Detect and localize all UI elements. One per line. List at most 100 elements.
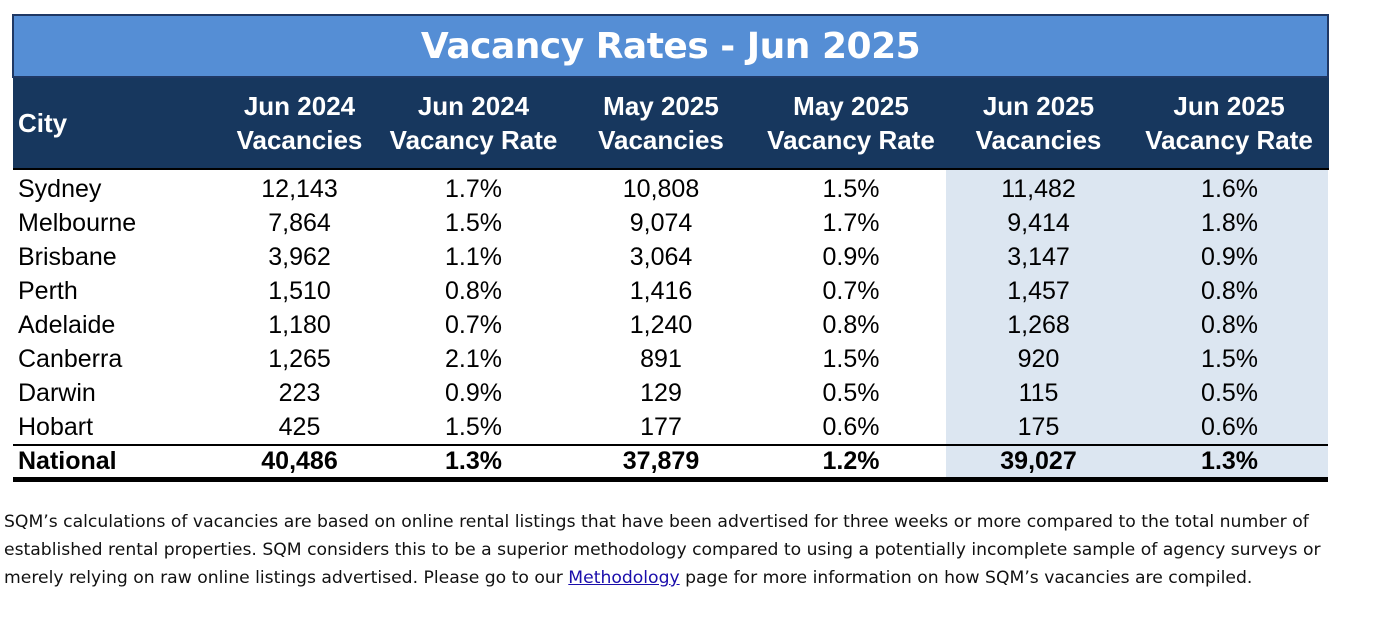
table-row: Brisbane 3,962 1.1% 3,064 0.9% 3,147 0.9% (13, 240, 1329, 274)
city-name-cell: Darwin (18, 379, 96, 407)
value-cell: 1.5% (445, 413, 502, 441)
note-text-before-link: SQM’s calculations of vacancies are base… (4, 512, 1321, 588)
value-cell: 177 (640, 413, 682, 441)
total-value-cell: 37,879 (566, 444, 756, 482)
value-cell: 1,416 (629, 277, 693, 305)
value-cell: 0.6% (822, 413, 880, 441)
value-cell: 175 (946, 410, 1131, 445)
value-cell: 1.5% (822, 175, 880, 203)
value-cell: 1.5% (822, 345, 880, 373)
table-row: Melbourne 7,864 1.5% 9,074 1.7% 9,414 1.8% (13, 206, 1329, 240)
column-header-line: Jun 2025 (982, 91, 1095, 121)
value-cell: 425 (278, 413, 321, 441)
value-cell: 3,064 (629, 243, 693, 271)
total-value-cell: 1.3% (1131, 444, 1329, 482)
city-name-cell: Melbourne (18, 209, 137, 237)
city-name-cell: Brisbane (18, 243, 117, 271)
value-cell: 0.8% (1131, 274, 1329, 308)
value-cell: 1,457 (946, 274, 1131, 308)
value-cell: 0.9% (1131, 240, 1329, 274)
value-cell: 0.8% (1131, 308, 1329, 342)
value-cell: 0.8% (822, 311, 880, 339)
total-label-cell: National (13, 444, 218, 482)
value-cell: 3,962 (268, 243, 331, 271)
national-total-row: National 40,486 1.3% 37,879 1.2% 39,027 1.3% (13, 444, 1329, 482)
methodology-link[interactable]: Methodology (568, 568, 680, 588)
value-cell: 0.7% (445, 311, 502, 339)
table-row: Hobart 425 1.5% 177 0.6% 175 0.6% (13, 410, 1329, 445)
city-name-cell: Hobart (18, 413, 94, 441)
value-cell: 1.8% (1131, 206, 1329, 240)
table-row: Darwin 223 0.9% 129 0.5% 115 0.5% (13, 376, 1329, 410)
column-header-row: City Jun 2024 Vacancies Jun 2024 Vacancy Rat… (13, 77, 1330, 170)
value-cell: 0.5% (822, 379, 880, 407)
column-header-line: Vacancy Rate (1145, 125, 1313, 155)
city-name-cell: Adelaide (18, 311, 116, 339)
column-header-line: Vacancies (598, 125, 724, 155)
methodology-note: SQM’s calculations of vacancies are base… (4, 508, 1364, 592)
value-cell: 11,482 (946, 169, 1131, 206)
value-cell: 1.5% (1131, 342, 1329, 376)
value-cell: 0.5% (1131, 376, 1329, 410)
value-cell: 115 (946, 376, 1131, 410)
city-name-cell: Sydney (18, 175, 102, 203)
column-header-6: Jun 2025 Vacancy Rate (1131, 77, 1330, 170)
column-header-line: Jun 2024 (417, 91, 530, 121)
column-header-line: May 2025 (603, 91, 719, 121)
value-cell: 1.7% (822, 209, 880, 237)
value-cell: 891 (640, 345, 682, 373)
value-cell: 1,268 (946, 308, 1131, 342)
total-value-cell: 1.2% (756, 444, 946, 482)
value-cell: 1,180 (268, 311, 331, 339)
value-cell: 12,143 (261, 175, 338, 203)
table-row: Sydney 12,143 1.7% 10,808 1.5% 11,482 1.6% (13, 169, 1329, 206)
value-cell: 920 (946, 342, 1131, 376)
column-header-line: Vacancies (236, 125, 363, 155)
value-cell: 1,510 (268, 277, 331, 305)
city-name-cell: Perth (18, 277, 78, 305)
city-name-cell: Canberra (18, 345, 123, 373)
column-header-line: Jun 2025 (1173, 91, 1285, 121)
table-row: Canberra 1,265 2.1% 891 1.5% 920 1.5% (13, 342, 1329, 376)
value-cell: 1.5% (445, 209, 502, 237)
column-header-5: Jun 2025 Vacancies (946, 77, 1131, 170)
table-title: Vacancy Rates - Jun 2025 (11, 14, 1330, 78)
value-cell: 9,074 (629, 209, 693, 237)
value-cell: 10,808 (622, 175, 700, 203)
column-header-1: Jun 2024 Vacancies (218, 77, 381, 170)
value-cell: 0.8% (445, 277, 502, 305)
total-value-cell: 39,027 (946, 444, 1131, 482)
column-header-line: Jun 2024 (243, 91, 356, 121)
value-cell: 129 (640, 379, 682, 407)
total-value-cell: 1.3% (381, 444, 566, 482)
value-cell: 7,864 (268, 209, 331, 237)
value-cell: 0.6% (1131, 410, 1329, 445)
value-cell: 1,265 (268, 345, 331, 373)
vacancy-table-container: Vacancy Rates - Jun 2025 City Jun 2024 Vac… (11, 14, 1330, 482)
value-cell: 223 (278, 379, 321, 407)
note-text-after-link: page for more information on how SQM’s v… (679, 568, 1253, 588)
column-header-2: Jun 2024 Vacancy Rate (381, 77, 566, 170)
value-cell: 2.1% (445, 345, 502, 373)
value-cell: 1.7% (445, 175, 502, 203)
value-cell: 0.7% (822, 277, 880, 305)
column-header-line: Vacancies (975, 125, 1102, 155)
column-header-3: May 2025 Vacancies (566, 77, 756, 170)
value-cell: 9,414 (946, 206, 1131, 240)
table-row: Adelaide 1,180 0.7% 1,240 0.8% 1,268 0.8% (13, 308, 1329, 342)
column-header-line: May 2025 (793, 91, 909, 121)
column-header-4: May 2025 Vacancy Rate (756, 77, 946, 170)
column-header-line: City (18, 108, 68, 138)
value-cell: 0.9% (445, 379, 502, 407)
value-cell: 1.1% (445, 243, 502, 271)
table-body: Sydney 12,143 1.7% 10,808 1.5% 11,482 1.6% Melb… (13, 169, 1329, 482)
value-cell: 3,147 (946, 240, 1131, 274)
column-header-city: City (13, 77, 218, 170)
table-row: Perth 1,510 0.8% 1,416 0.7% 1,457 0.8% (13, 274, 1329, 308)
value-cell: 1,240 (629, 311, 693, 339)
column-header-line: Vacancy Rate (389, 125, 558, 155)
column-header-line: Vacancy Rate (767, 125, 935, 155)
vacancy-rates-table: Vacancy Rates - Jun 2025 City Jun 2024 Vac… (11, 14, 1330, 482)
total-value-cell: 40,486 (218, 444, 381, 482)
value-cell: 0.9% (822, 243, 880, 271)
